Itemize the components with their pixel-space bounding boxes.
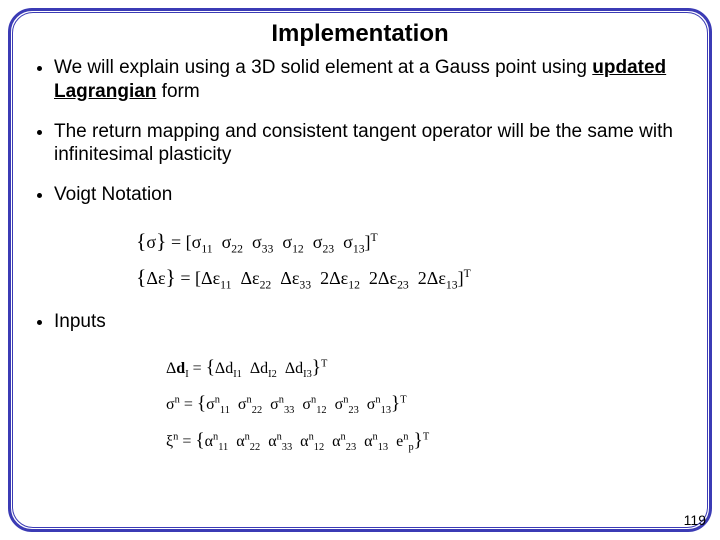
- bullet-4: Inputs: [54, 310, 694, 334]
- bullet-3: Voigt Notation: [54, 183, 694, 207]
- bullet-list-2: Inputs: [26, 310, 694, 334]
- slide-title: Implementation: [26, 20, 694, 48]
- bullet-1-post: form: [156, 81, 199, 102]
- page-number: 119: [684, 512, 706, 528]
- bullet-list: We will explain using a 3D solid element…: [26, 56, 694, 207]
- inputs-equations: ΔdI = {ΔdI1 ΔdI2 ΔdI3}T σn = {σn11 σn22 …: [166, 350, 694, 459]
- content-area: Implementation We will explain using a 3…: [26, 18, 694, 522]
- sigman-row: σn = {σn11 σn22 σn33 σn12 σn23 σn13}T: [166, 386, 694, 422]
- dd-row: ΔdI = {ΔdI1 ΔdI2 ΔdI3}T: [166, 350, 694, 386]
- sigma-row: {σ} = [σ11 σ22 σ33 σ12 σ23 σ13]T: [136, 223, 694, 260]
- xi-row: ξn = {αn11 αn22 αn33 αn12 αn23 αn13 enp}…: [166, 423, 694, 459]
- bullet-2: The return mapping and consistent tangen…: [54, 120, 694, 168]
- voigt-equations: {σ} = [σ11 σ22 σ33 σ12 σ23 σ13]T {Δε} = …: [136, 223, 694, 296]
- slide: Implementation We will explain using a 3…: [0, 0, 720, 540]
- bullet-1: We will explain using a 3D solid element…: [54, 56, 694, 104]
- bullet-1-pre: We will explain using a 3D solid element…: [54, 57, 592, 78]
- deps-row: {Δε} = [Δε11 Δε22 Δε33 2Δε12 2Δε23 2Δε13…: [136, 259, 694, 296]
